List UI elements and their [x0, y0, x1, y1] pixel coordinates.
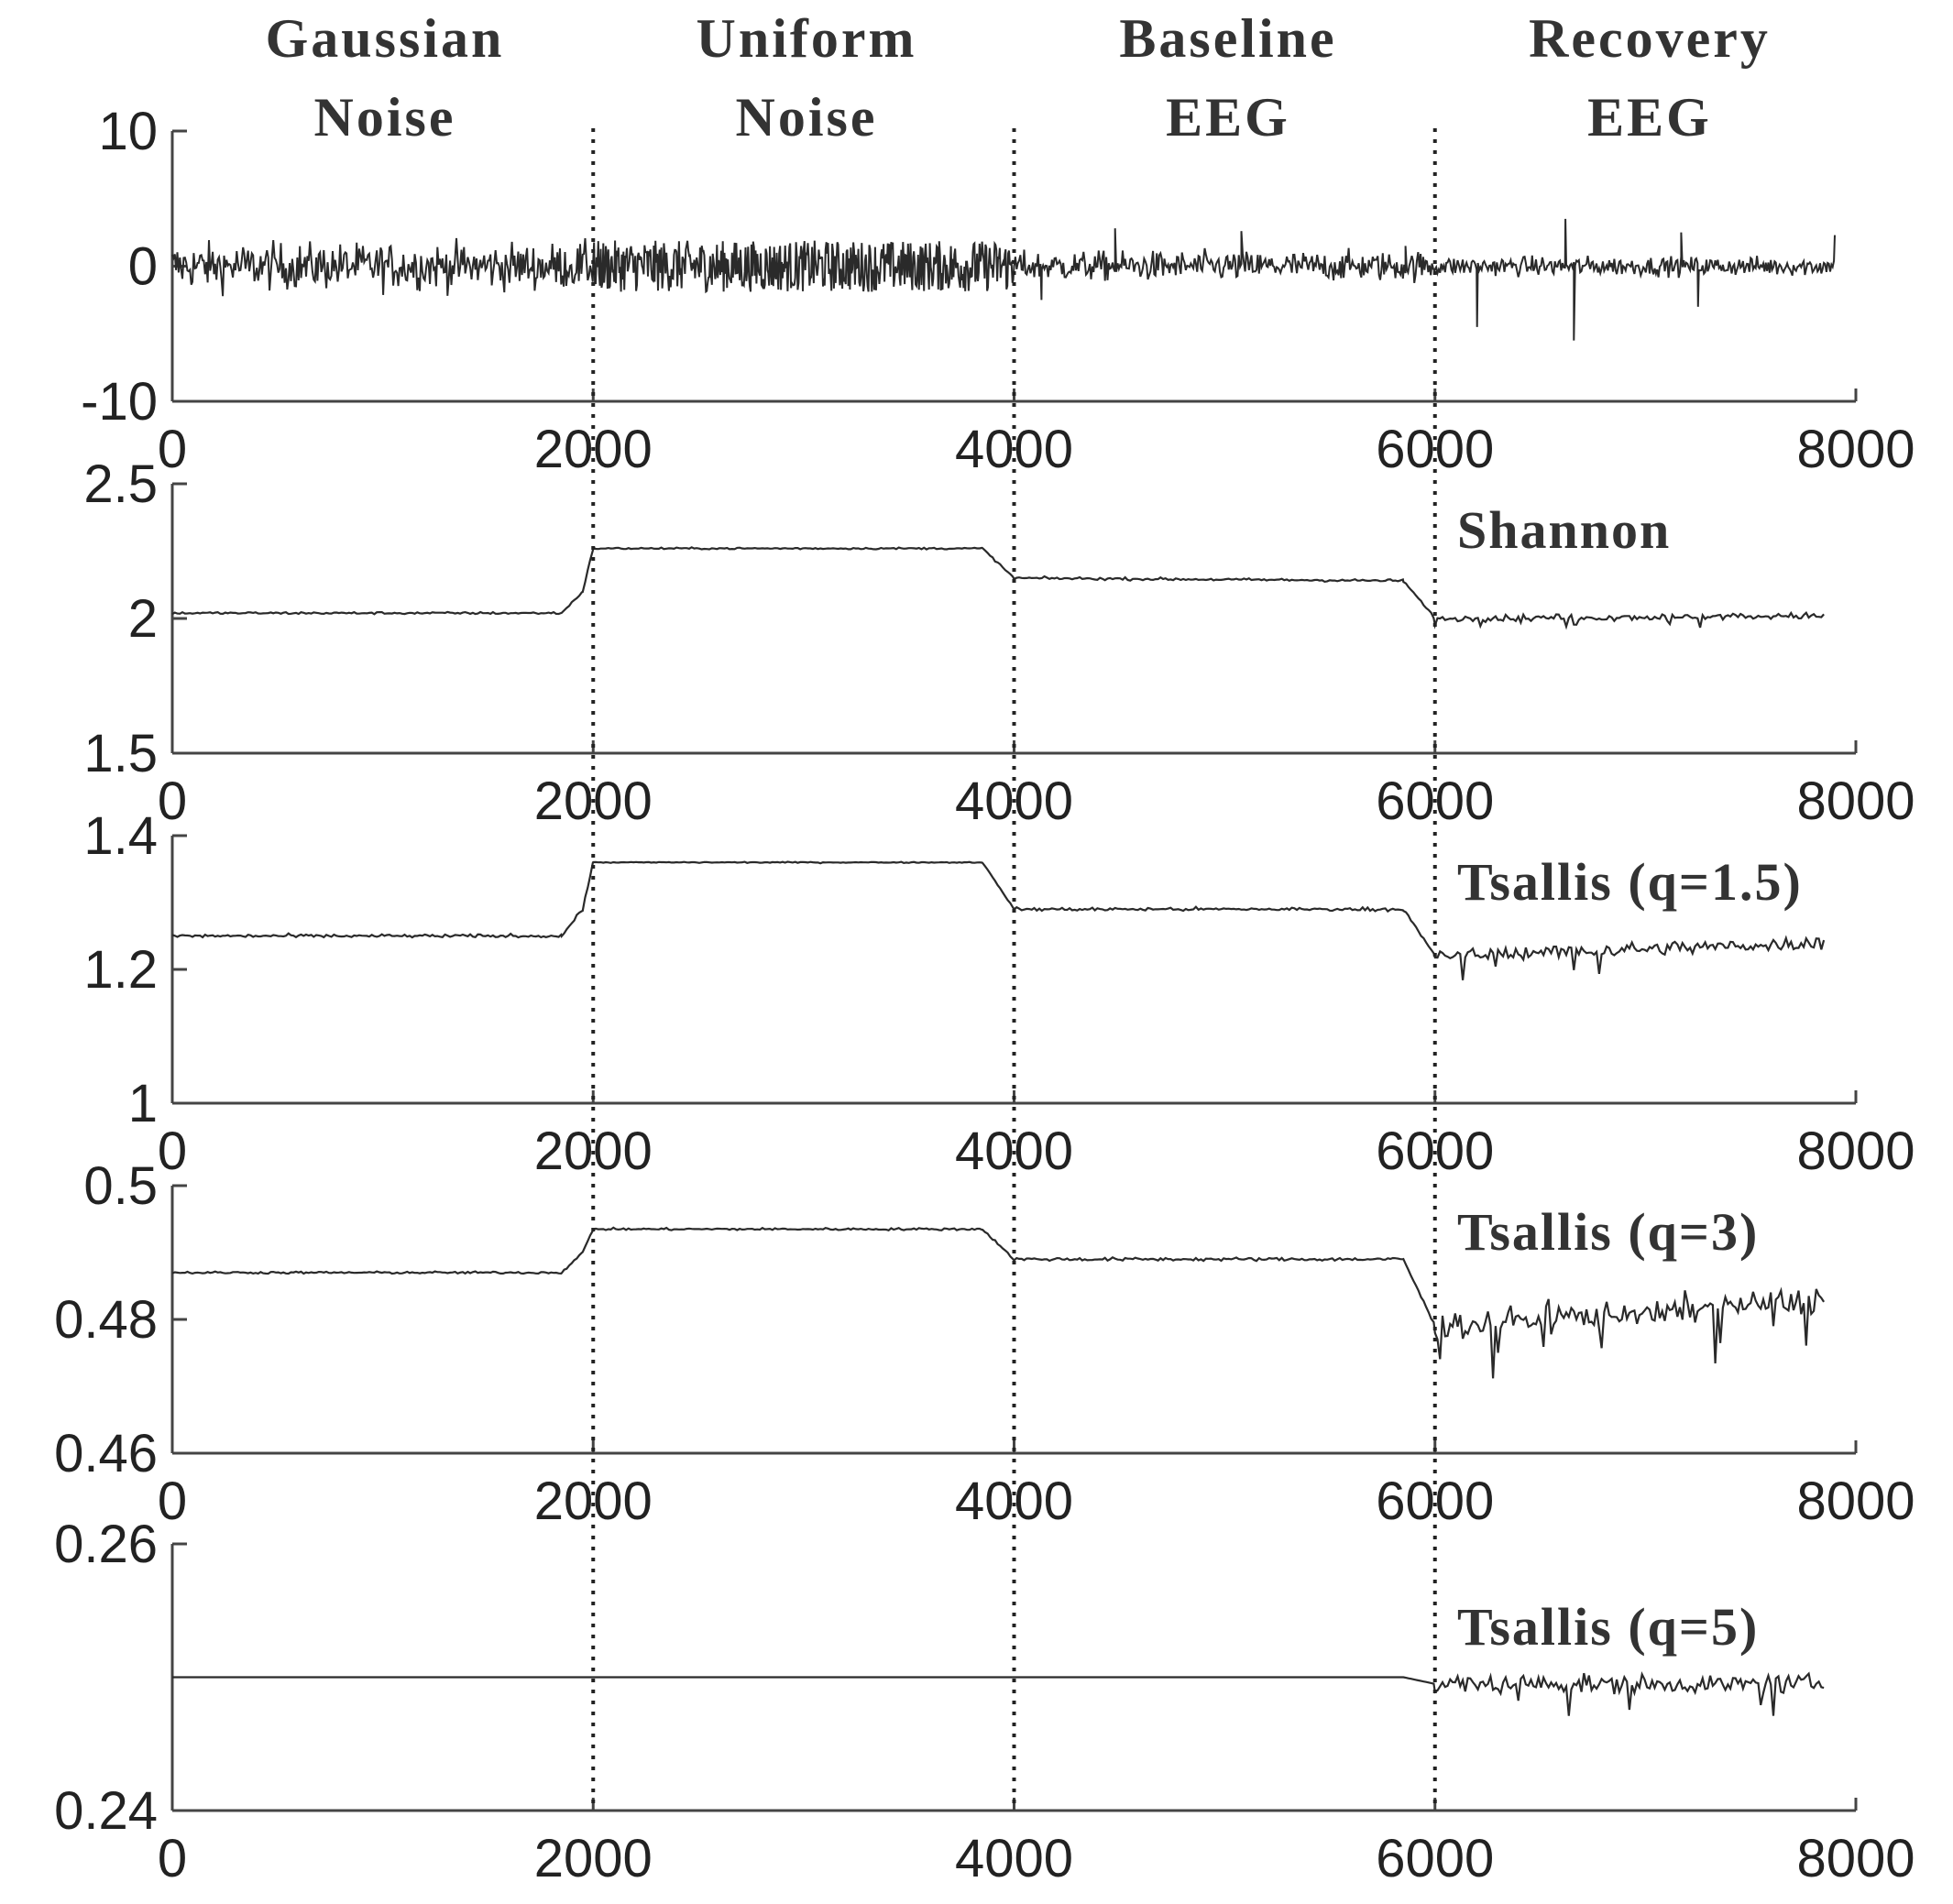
panel-tsallis-3: 0 2000 4000 6000 8000 0.5 0.48 0.46 Tsallis (q=3…	[54, 1156, 1915, 1531]
y-tick-label: -10	[81, 372, 158, 432]
series-line	[171, 218, 1836, 341]
panel-label: Tsallis (q=5)	[1457, 1597, 1759, 1657]
x-tick-label: 2000	[534, 1829, 653, 1888]
y-tick-label: 1.5	[83, 724, 158, 783]
y-tick-label: 0.26	[54, 1515, 158, 1574]
segment-label-1-line1: Gaussian	[266, 8, 505, 69]
panel-label: Shannon	[1457, 500, 1671, 560]
x-tick-label: 0	[158, 1829, 187, 1888]
x-tick-label: 0	[158, 420, 187, 479]
x-tick-label: 0	[158, 1122, 187, 1181]
segment-label-1-line2: Noise	[314, 87, 456, 148]
y-tick-label: 0.48	[54, 1290, 158, 1350]
y-tick-label: 2.5	[83, 454, 158, 514]
segment-label-2-line2: Noise	[736, 87, 878, 148]
y-tick-label: 1.2	[83, 940, 158, 1000]
y-tick-label: 0	[128, 237, 158, 297]
series-line	[171, 1226, 1826, 1379]
x-tick-label: 8000	[1796, 420, 1915, 479]
segment-label-3-line2: EEG	[1166, 87, 1290, 148]
y-tick-label: 10	[98, 102, 158, 161]
y-tick-label: 1.4	[83, 806, 158, 866]
segment-label-2-line1: Uniform	[697, 8, 917, 69]
segment-label-4-line1: Recovery	[1529, 8, 1771, 69]
x-tick-label: 8000	[1796, 1122, 1915, 1181]
panel-label: Tsallis (q=3)	[1457, 1202, 1759, 1262]
y-tick-label: 0.46	[54, 1424, 158, 1483]
segment-labels: Gaussian Noise Uniform Noise Baseline EE…	[266, 8, 1771, 148]
x-tick-label: 6000	[1376, 1472, 1494, 1531]
y-tick-label: 0.5	[83, 1156, 158, 1216]
segment-label-3-line1: Baseline	[1119, 8, 1336, 69]
x-tick-label: 2000	[534, 1472, 653, 1531]
x-tick-label: 6000	[1376, 1829, 1494, 1888]
series-line	[171, 546, 1825, 630]
x-tick-label: 8000	[1796, 1472, 1915, 1531]
y-tick-label: 1	[128, 1074, 158, 1133]
x-tick-label: 8000	[1796, 1829, 1915, 1888]
series-line	[171, 860, 1826, 980]
segment-dividers	[591, 128, 1437, 1811]
series-line	[172, 1671, 1825, 1716]
x-tick-label: 4000	[955, 1829, 1073, 1888]
x-tick-label: 4000	[955, 1472, 1073, 1531]
y-tick-label: 0.24	[54, 1781, 158, 1841]
x-tick-label: 0	[158, 1472, 187, 1531]
panel-label: Tsallis (q=1.5)	[1457, 852, 1803, 912]
panel-tsallis-5: 0 2000 4000 6000 8000 0.26 0.24 Tsallis (q=5)	[54, 1515, 1915, 1888]
segment-label-4-line2: EEG	[1587, 87, 1712, 148]
x-tick-label: 8000	[1796, 771, 1915, 831]
y-tick-label: 2	[128, 589, 158, 649]
x-tick-label: 0	[158, 771, 187, 831]
